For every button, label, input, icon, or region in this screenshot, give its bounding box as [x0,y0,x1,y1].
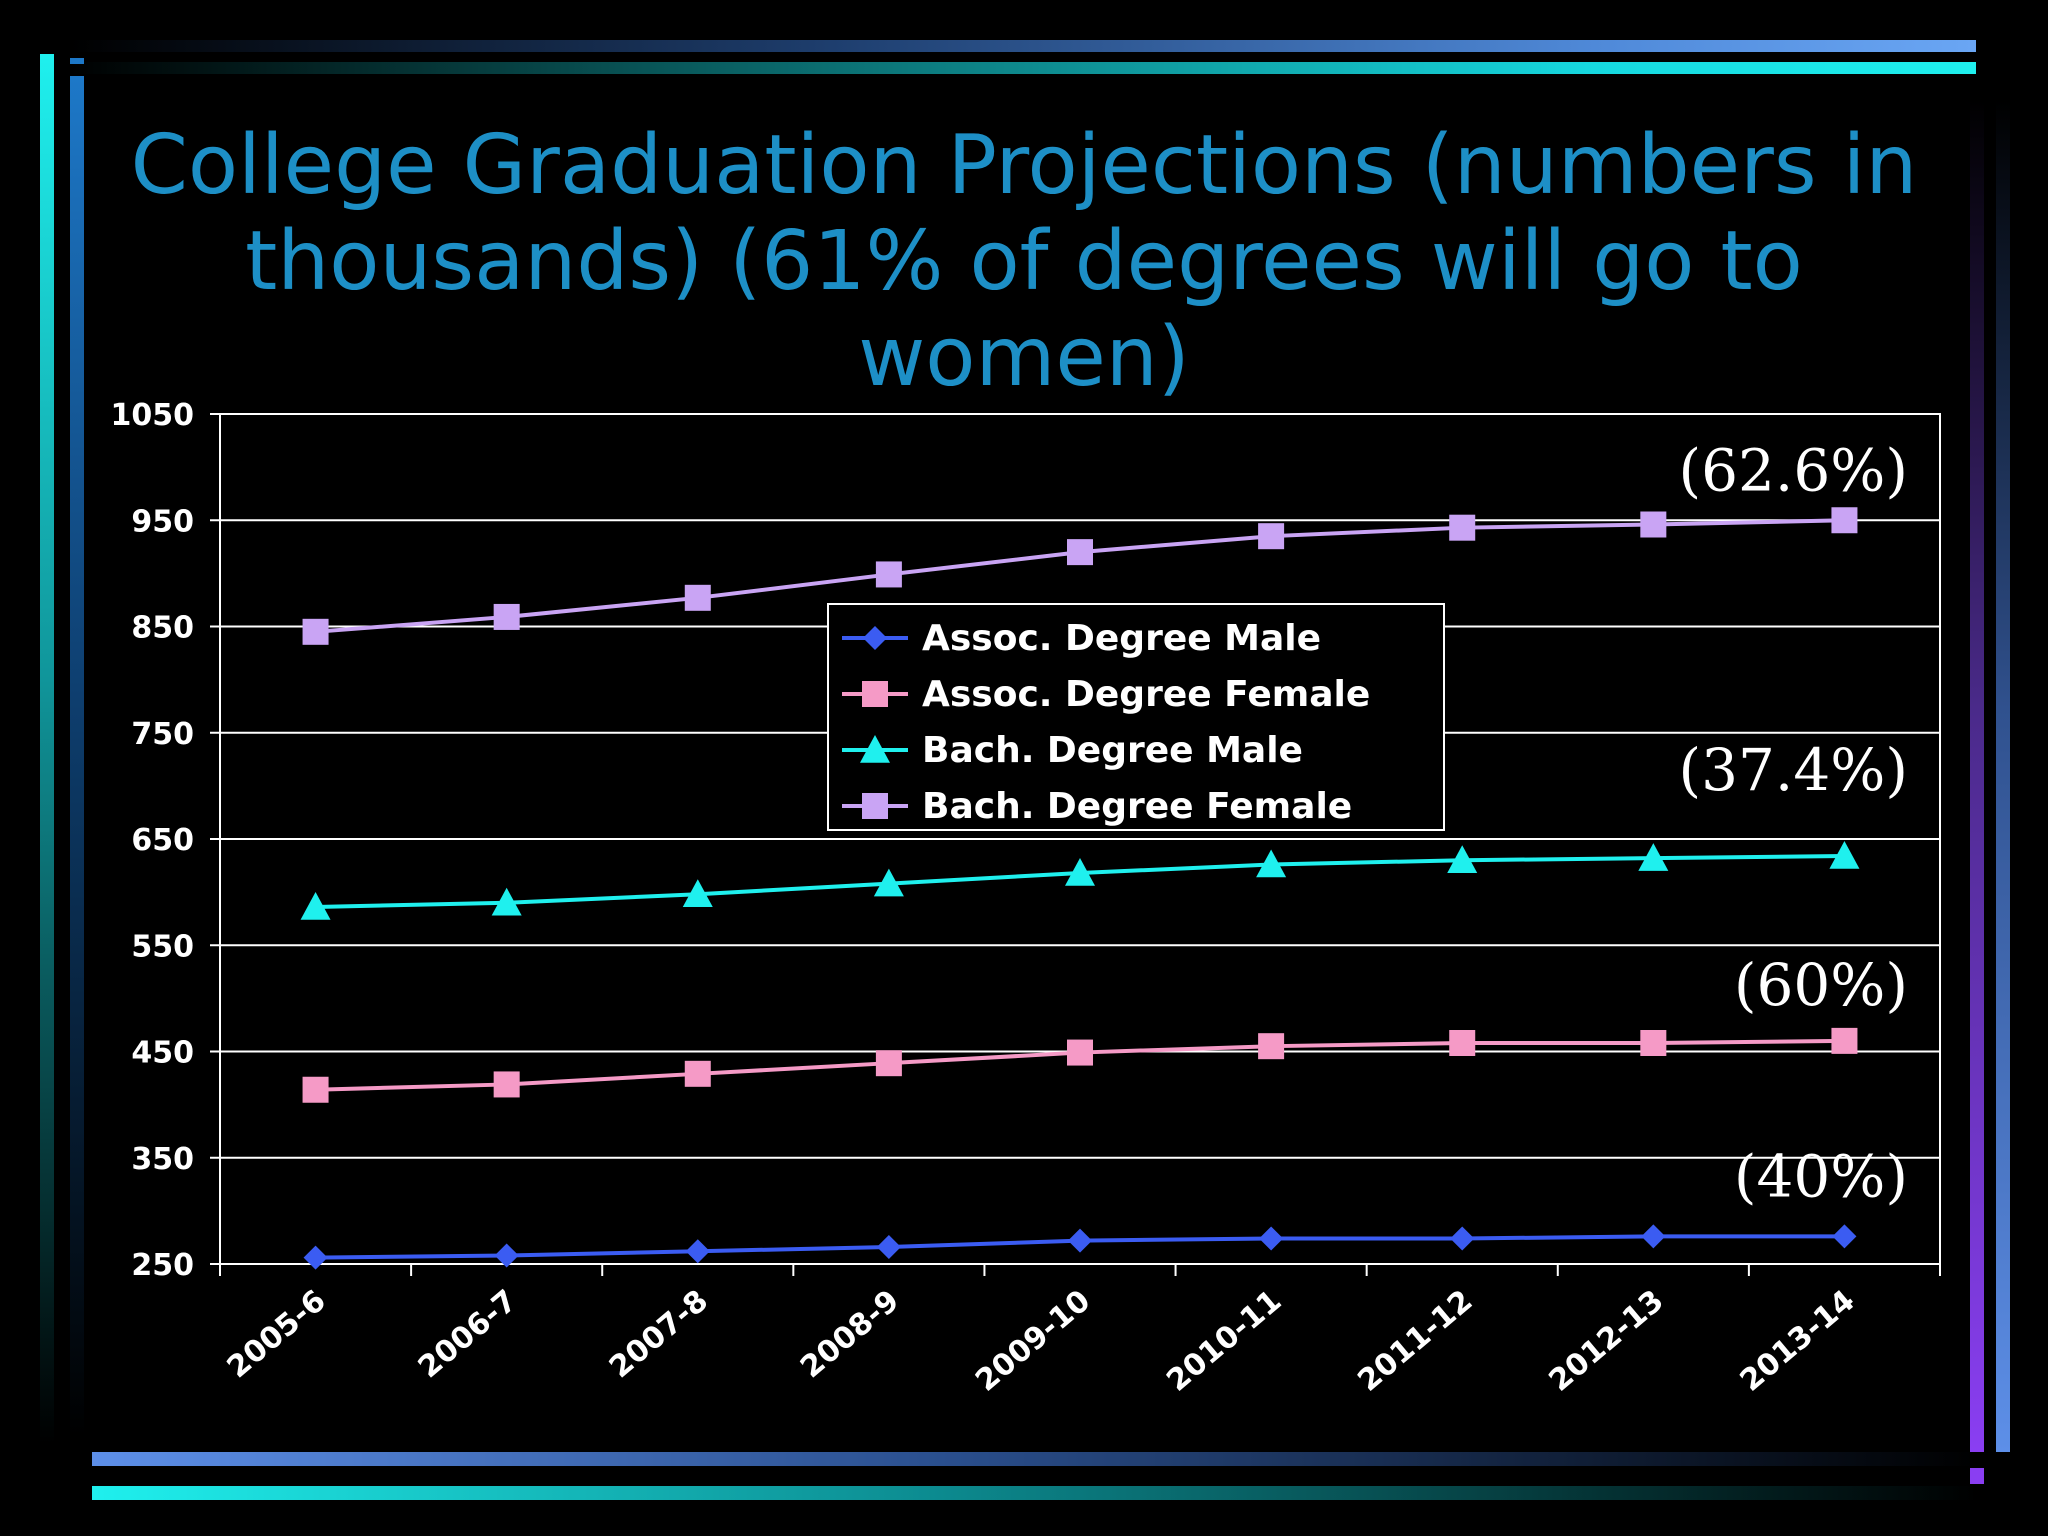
x-tick-label: 2011-12 [1351,1283,1479,1398]
legend-marker-bach_female [862,793,888,819]
data-point-bach_male [1829,841,1860,869]
x-tick-label: 2006-7 [412,1283,524,1385]
data-point-assoc_female [302,1076,329,1103]
data-point-assoc_male [1259,1226,1284,1251]
data-point-bach_male [1065,858,1095,886]
data-point-bach_male [1638,843,1669,871]
data-point-bach_female [1831,507,1858,534]
data-point-assoc_male [1068,1228,1092,1253]
y-tick-label: 850 [131,611,194,646]
data-point-bach_male [1256,849,1287,878]
data-point-bach_male [491,887,522,916]
data-point-bach_female [875,561,902,588]
data-point-assoc_female [875,1050,902,1077]
data-point-bach_female [684,584,711,611]
data-point-assoc_female [493,1071,520,1098]
x-tick-label: 2007-8 [603,1283,715,1385]
data-point-bach_female [1067,539,1093,566]
y-tick-label: 250 [131,1248,194,1283]
y-tick-label: 550 [131,929,194,964]
frame-bottom-bar-1 [92,1452,1978,1466]
data-point-assoc_male [685,1239,710,1264]
frame-left-bar-2 [70,76,84,1436]
data-point-assoc_female [1831,1027,1858,1054]
annotation-assoc_male: (40%) [1734,1142,1908,1210]
data-point-bach_male [682,879,713,907]
data-point-bach_female [1449,514,1476,541]
legend-marker-bach_male [860,735,890,763]
annotation-assoc_female: (60%) [1734,951,1908,1019]
annotation-bach_female: (62.6%) [1678,436,1908,504]
x-tick-label: 2013-14 [1734,1283,1862,1398]
y-tick-label: 1050 [111,398,195,433]
annotation-bach_male: (37.4%) [1678,736,1908,804]
y-tick-label: 750 [131,717,194,752]
frame-right-tick [1970,1468,1984,1484]
frame-left-bar-1 [40,54,54,1444]
x-tick-label: 2010-11 [1160,1283,1288,1398]
data-point-bach_female [493,603,520,630]
legend-label-bach_female: Bach. Degree Female [922,786,1352,827]
data-point-bach_male [300,892,331,920]
data-point-assoc_male [1832,1224,1857,1249]
x-tick-label: 2008-9 [794,1283,906,1385]
legend-marker-assoc_female [862,681,888,707]
data-point-assoc_female [1067,1039,1093,1066]
legend-marker-assoc_male [863,626,887,650]
x-tick-label: 2005-6 [221,1283,333,1385]
y-tick-label: 950 [131,504,194,539]
frame-right-bar-1 [1970,100,1984,1452]
x-tick-label: 2012-13 [1542,1283,1670,1398]
frame-top-bar-2 [70,62,1976,74]
data-point-assoc_female [1640,1030,1667,1056]
legend [827,603,1445,831]
legend-label-assoc_female: Assoc. Degree Female [922,674,1370,715]
frame-right-bar-2 [1996,100,2010,1452]
frame-top-bar-1 [70,40,1976,52]
data-point-assoc_female [684,1060,711,1087]
data-point-bach_male [873,868,904,897]
y-tick-label: 650 [131,823,194,858]
data-point-bach_female [302,618,329,645]
data-point-assoc_male [1641,1224,1666,1249]
y-tick-label: 450 [131,1036,194,1071]
data-point-bach_female [1640,511,1667,538]
data-point-assoc_female [1449,1030,1476,1056]
data-point-assoc_male [494,1243,519,1268]
x-tick-label: 2009-10 [969,1283,1097,1398]
data-point-assoc_male [303,1245,328,1270]
slide-title: College Graduation Projections (numbers … [130,118,1918,405]
legend-label-bach_male: Bach. Degree Male [922,730,1303,771]
data-point-assoc_female [1258,1033,1285,1060]
data-point-assoc_male [876,1235,901,1259]
frame-bottom-bar-2 [92,1486,1978,1500]
data-point-assoc_male [1450,1226,1475,1251]
frame-left-tick [70,58,84,64]
data-point-bach_female [1258,523,1285,550]
data-point-bach_male [1447,845,1478,873]
y-tick-label: 350 [131,1142,194,1177]
legend-label-assoc_male: Assoc. Degree Male [922,618,1321,659]
